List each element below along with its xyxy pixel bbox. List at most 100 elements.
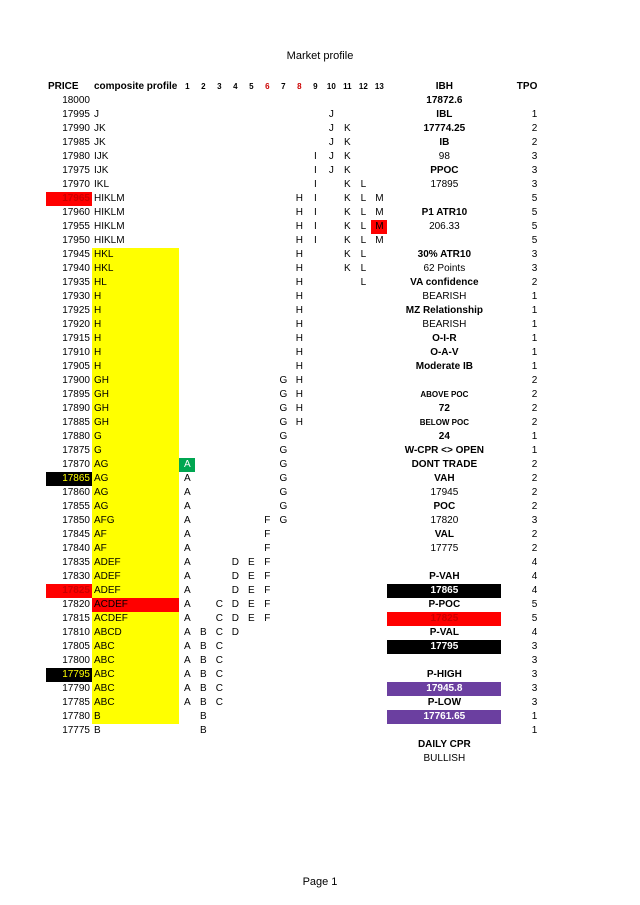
price-cell: 17955 <box>46 220 92 234</box>
letter-cell: F <box>259 556 275 570</box>
letter-cell: H <box>291 402 307 416</box>
letter-cell <box>227 430 243 444</box>
letter-cell <box>195 248 211 262</box>
table-row: 17945HKLHKL30% ATR103 <box>46 248 539 262</box>
letter-cell <box>275 528 291 542</box>
letter-cell <box>371 500 387 514</box>
letter-cell <box>227 192 243 206</box>
page-footer: Page 1 <box>0 876 640 888</box>
letter-cell <box>371 612 387 626</box>
letter-cell <box>259 234 275 248</box>
table-row: 17845AFAFVAL2 <box>46 528 539 542</box>
letter-cell <box>323 402 339 416</box>
letter-cell <box>195 402 211 416</box>
letter-cell <box>291 94 307 108</box>
letter-cell: L <box>355 192 371 206</box>
letter-cell <box>323 290 339 304</box>
tpo-cell: 1 <box>501 444 539 458</box>
letter-cell <box>179 206 195 220</box>
letter-cell <box>259 290 275 304</box>
letter-cell <box>355 556 371 570</box>
letter-cell: E <box>243 556 259 570</box>
letter-cell <box>227 668 243 682</box>
letter-cell: K <box>339 178 355 192</box>
price-cell: 17895 <box>46 388 92 402</box>
letter-cell <box>275 332 291 346</box>
price-cell: 17835 <box>46 556 92 570</box>
letter-cell <box>339 612 355 626</box>
letter-cell <box>211 262 227 276</box>
tpo-cell: 5 <box>501 598 539 612</box>
letter-cell <box>323 458 339 472</box>
table-row: 17950HIKLMHIKLM5 <box>46 234 539 248</box>
price-cell: 17855 <box>46 500 92 514</box>
letter-cell <box>307 612 323 626</box>
label-cell: 17825 <box>387 612 501 626</box>
letter-cell: L <box>355 234 371 248</box>
tpo-cell: 3 <box>501 178 539 192</box>
letter-cell: H <box>291 248 307 262</box>
letter-cell <box>371 710 387 724</box>
tpo-cell: 5 <box>501 220 539 234</box>
letter-cell <box>195 542 211 556</box>
letter-cell <box>371 752 387 766</box>
header-row: PRICEcomposite profile12345678910111213I… <box>46 80 539 94</box>
letter-cell <box>307 528 323 542</box>
letter-cell <box>211 388 227 402</box>
letter-cell <box>195 304 211 318</box>
letter-cell <box>323 416 339 430</box>
letter-cell <box>291 514 307 528</box>
price-cell: 17960 <box>46 206 92 220</box>
letter-cell <box>227 150 243 164</box>
tpo-cell <box>501 94 539 108</box>
letter-cell <box>227 318 243 332</box>
composite-cell: ACDEF <box>92 612 179 626</box>
letter-cell <box>307 388 323 402</box>
letter-cell: G <box>275 402 291 416</box>
letter-cell <box>179 388 195 402</box>
letter-cell <box>259 752 275 766</box>
label-cell: 17945.8 <box>387 682 501 696</box>
letter-cell <box>211 150 227 164</box>
table-row: 17870AGAGDONT TRADE2 <box>46 458 539 472</box>
letter-cell <box>275 668 291 682</box>
letter-cell <box>275 738 291 752</box>
letter-cell <box>227 332 243 346</box>
tpo-cell: 3 <box>501 640 539 654</box>
letter-cell <box>323 304 339 318</box>
letter-cell <box>339 752 355 766</box>
letter-cell <box>243 304 259 318</box>
letter-cell: M <box>371 206 387 220</box>
tpo-cell: 3 <box>501 682 539 696</box>
letter-cell <box>323 234 339 248</box>
letter-cell <box>211 332 227 346</box>
tpo-cell: 3 <box>501 696 539 710</box>
letter-cell <box>307 696 323 710</box>
letter-cell <box>211 570 227 584</box>
letter-cell <box>355 584 371 598</box>
letter-cell <box>259 388 275 402</box>
letter-cell <box>355 108 371 122</box>
letter-cell <box>355 374 371 388</box>
table-row: 17940HKLHKL62 Points3 <box>46 262 539 276</box>
label-cell: Moderate IB <box>387 360 501 374</box>
letter-cell <box>275 682 291 696</box>
letter-cell <box>371 262 387 276</box>
letter-cell <box>291 108 307 122</box>
letter-cell: A <box>179 682 195 696</box>
table-row: 17805ABCABC177953 <box>46 640 539 654</box>
composite-cell: ABC <box>92 640 179 654</box>
letter-cell <box>371 626 387 640</box>
letter-cell: I <box>307 206 323 220</box>
letter-cell: B <box>195 668 211 682</box>
letter-cell: H <box>291 416 307 430</box>
letter-cell <box>227 346 243 360</box>
letter-cell <box>323 570 339 584</box>
letter-cell <box>275 612 291 626</box>
tpo-cell: 1 <box>501 710 539 724</box>
letter-cell: D <box>227 584 243 598</box>
composite-cell <box>92 752 179 766</box>
tpo-cell: 1 <box>501 332 539 346</box>
letter-cell <box>227 276 243 290</box>
letter-cell: A <box>179 640 195 654</box>
